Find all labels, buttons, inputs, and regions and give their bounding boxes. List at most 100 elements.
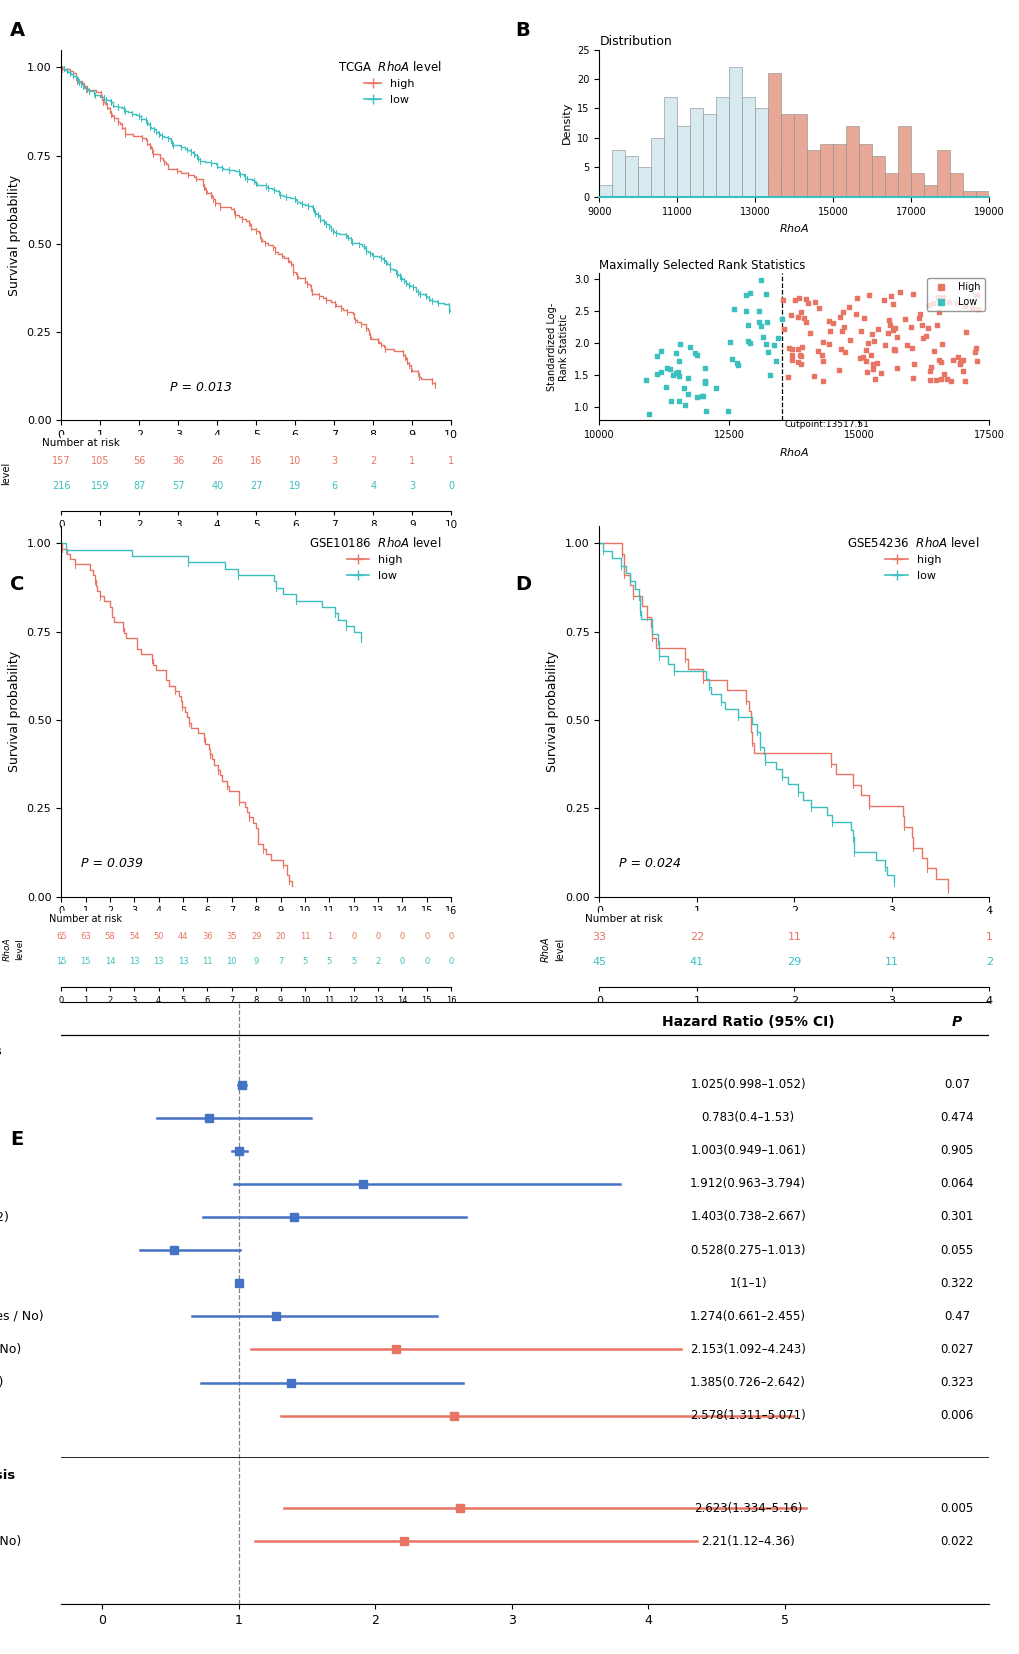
Point	[872, 361, 889, 387]
Point	[693, 382, 709, 409]
Point	[729, 349, 745, 375]
Point	[943, 367, 959, 394]
Text: 1.403(0.738–2.667): 1.403(0.738–2.667)	[690, 1211, 805, 1224]
X-axis label: Years: Years	[240, 536, 271, 549]
Point	[887, 314, 903, 341]
Point	[857, 347, 873, 374]
Point	[892, 280, 908, 306]
Point	[902, 314, 918, 341]
Text: 56: 56	[132, 455, 146, 465]
Point	[813, 342, 829, 369]
Point	[669, 362, 686, 389]
Text: 0.322: 0.322	[940, 1277, 973, 1290]
Text: 4: 4	[888, 931, 895, 941]
Point	[929, 284, 946, 311]
Bar	[690, 109, 703, 197]
Y-axis label: Density: Density	[561, 103, 571, 144]
Text: 13: 13	[177, 958, 189, 966]
Point	[899, 332, 915, 359]
Text: 9: 9	[254, 958, 259, 966]
Point	[875, 286, 892, 313]
Point	[806, 288, 822, 314]
Text: 159: 159	[91, 481, 109, 491]
Text: Univariate Analysis: Univariate Analysis	[0, 1045, 2, 1059]
Point	[956, 293, 972, 319]
Bar	[936, 151, 950, 197]
Point	[740, 327, 756, 354]
Point	[696, 354, 712, 380]
Bar	[871, 155, 884, 197]
Bar	[599, 185, 611, 197]
Point	[799, 289, 815, 316]
Point	[966, 339, 982, 366]
Point	[905, 351, 921, 377]
Text: 0: 0	[351, 933, 356, 941]
Bar	[651, 137, 663, 197]
Bar	[611, 151, 625, 197]
Point	[648, 344, 664, 370]
Text: Inflammation extent(Yes / No): Inflammation extent(Yes / No)	[0, 1310, 44, 1323]
Text: 0: 0	[448, 933, 453, 941]
Legend: High, Low: High, Low	[926, 278, 983, 311]
Text: 13: 13	[153, 958, 164, 966]
Point	[774, 316, 791, 342]
Point	[667, 359, 684, 385]
Point	[858, 359, 874, 385]
Point	[864, 356, 880, 382]
Point	[888, 324, 904, 351]
Text: Vascular invasion(Yes /No): Vascular invasion(Yes /No)	[0, 1343, 21, 1356]
Text: 216: 216	[52, 481, 70, 491]
Text: 2: 2	[370, 455, 376, 465]
Point	[758, 309, 774, 336]
Text: B: B	[515, 22, 529, 40]
Point	[920, 291, 936, 318]
Bar	[767, 174, 781, 197]
Point	[820, 308, 837, 334]
Point	[851, 344, 867, 370]
Point	[952, 347, 968, 374]
Point	[790, 284, 806, 311]
Point	[932, 349, 949, 375]
Point	[657, 374, 674, 400]
Text: 87: 87	[132, 481, 146, 491]
Text: 63: 63	[81, 933, 91, 941]
Text: 11: 11	[787, 931, 801, 941]
Bar	[807, 151, 819, 197]
Text: 50: 50	[153, 933, 164, 941]
Point	[848, 284, 864, 311]
Point	[840, 293, 856, 319]
Text: 0.474: 0.474	[940, 1111, 973, 1125]
Point	[860, 283, 876, 309]
Text: 4: 4	[370, 481, 376, 491]
Point	[792, 341, 808, 367]
X-axis label: Years: Years	[779, 1011, 809, 1024]
Text: 35: 35	[226, 933, 236, 941]
Text: Number at risk: Number at risk	[584, 915, 662, 925]
Point	[750, 298, 766, 324]
Point	[930, 347, 947, 374]
Text: 6: 6	[331, 481, 337, 491]
Point	[696, 367, 712, 394]
Text: 5: 5	[302, 958, 308, 966]
Point	[886, 336, 902, 362]
Text: 0: 0	[399, 958, 405, 966]
Point	[881, 283, 898, 309]
Text: 0.055: 0.055	[940, 1244, 972, 1257]
Text: 0.528(0.275–1.013): 0.528(0.275–1.013)	[690, 1244, 805, 1257]
Point	[875, 331, 892, 357]
Point	[820, 331, 837, 357]
Text: 10: 10	[288, 455, 301, 465]
Text: 2: 2	[375, 958, 380, 966]
Point	[968, 283, 984, 309]
Text: Cutpoint:13517.51: Cutpoint:13517.51	[785, 420, 869, 430]
Point	[884, 291, 901, 318]
Text: RhoA: RhoA	[540, 936, 550, 963]
Point	[919, 314, 935, 341]
Text: 1.385(0.726–2.642): 1.385(0.726–2.642)	[690, 1376, 805, 1389]
Point	[887, 337, 903, 364]
Bar	[663, 96, 677, 197]
Text: 0.064: 0.064	[940, 1178, 973, 1191]
Text: 2.578(1.311–5.071): 2.578(1.311–5.071)	[690, 1409, 805, 1422]
X-axis label: Years: Years	[239, 921, 272, 935]
Point	[783, 336, 799, 362]
